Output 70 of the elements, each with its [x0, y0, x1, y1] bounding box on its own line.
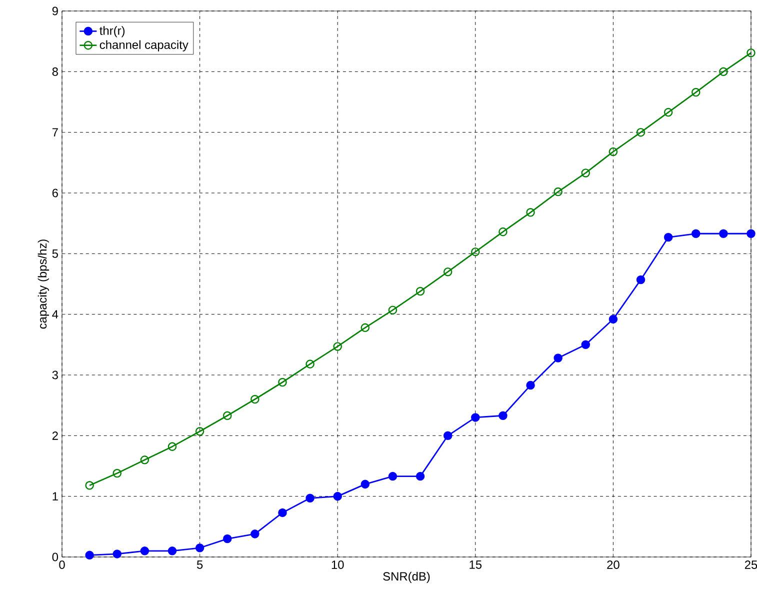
y-tick-label: 4 — [52, 310, 58, 318]
point — [746, 48, 756, 58]
legend-label: channel capacity — [100, 40, 188, 52]
point — [168, 442, 177, 451]
point — [306, 360, 314, 368]
point — [719, 229, 728, 238]
point — [195, 543, 204, 552]
point — [85, 550, 94, 560]
point — [360, 323, 370, 332]
y-tick-label: 8 — [52, 67, 58, 76]
point — [692, 229, 700, 238]
point — [554, 187, 562, 196]
point — [222, 411, 232, 420]
point — [112, 550, 122, 558]
point — [636, 275, 646, 284]
x-tick-label: 5 — [196, 560, 203, 569]
x-tick-label: 10 — [332, 560, 344, 569]
point — [333, 342, 342, 351]
point — [333, 492, 342, 501]
point — [526, 208, 535, 217]
point — [222, 534, 232, 544]
point — [443, 267, 452, 276]
point — [664, 232, 673, 242]
point — [85, 481, 94, 490]
y-tick-label: 9 — [52, 6, 58, 16]
y-axis-title: capacity (bps/hz) — [38, 240, 49, 329]
x-axis-title: SNR(dB) — [383, 572, 430, 583]
y-tick-label: 5 — [52, 249, 58, 258]
point — [278, 508, 287, 518]
x-tick-label: 15 — [470, 560, 482, 569]
point — [416, 472, 425, 481]
legend-label: thr(r) — [100, 26, 125, 38]
point — [581, 340, 590, 350]
y-tick-label: 1 — [52, 492, 58, 500]
x-tick-label: 25 — [744, 560, 757, 569]
point — [388, 472, 398, 481]
point — [746, 229, 756, 238]
point — [554, 354, 562, 362]
point — [719, 67, 728, 76]
point — [471, 413, 480, 422]
y-tick-label: 7 — [52, 128, 58, 136]
point — [140, 456, 150, 464]
point — [168, 546, 177, 556]
point — [664, 108, 673, 117]
y-tick-label: 0 — [52, 552, 58, 562]
point — [306, 494, 314, 503]
point — [250, 394, 260, 404]
point — [278, 378, 287, 387]
point — [195, 427, 204, 436]
y-tick-label: 2 — [52, 431, 58, 440]
point — [498, 227, 508, 236]
point — [581, 168, 590, 178]
point — [112, 468, 122, 478]
point — [636, 128, 646, 137]
point — [608, 147, 618, 156]
x-tick-label: 20 — [607, 560, 620, 569]
point — [388, 306, 398, 314]
point — [608, 314, 618, 324]
point — [360, 480, 370, 489]
point — [416, 286, 425, 296]
point — [471, 247, 480, 256]
point — [250, 530, 260, 538]
x-tick-label: 0 — [59, 560, 65, 569]
point — [498, 411, 508, 420]
point — [526, 380, 535, 390]
point — [692, 88, 700, 97]
point — [443, 431, 452, 440]
point — [140, 546, 150, 556]
y-tick-label: 6 — [52, 188, 58, 198]
y-tick-label: 3 — [52, 370, 58, 380]
